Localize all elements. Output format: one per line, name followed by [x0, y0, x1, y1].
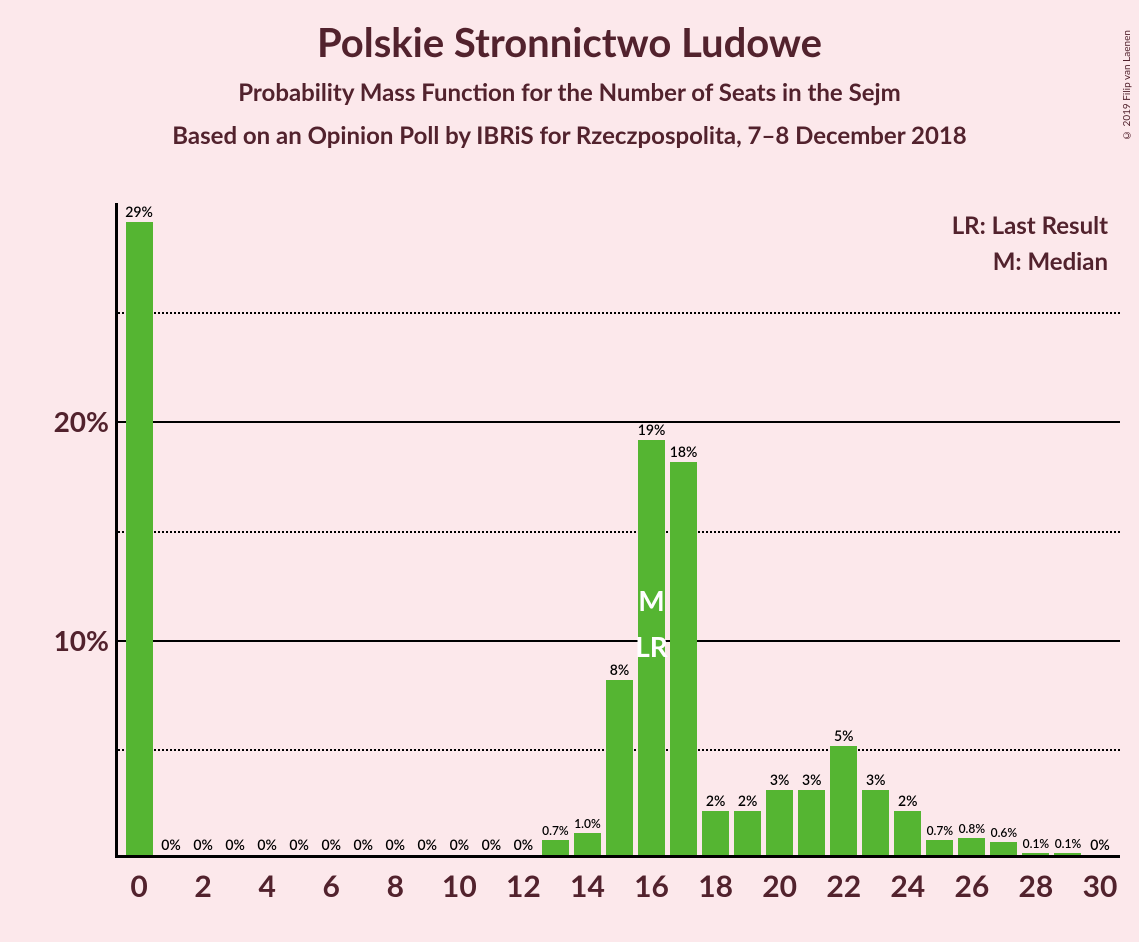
- bar-value-label: 2%: [706, 792, 725, 809]
- bar-value-label: 0%: [482, 836, 501, 853]
- bar: [670, 462, 697, 855]
- bar-value-label: 0.8%: [959, 821, 986, 836]
- bar-value-label: 3%: [866, 771, 885, 788]
- bar-value-label: 0.7%: [927, 823, 954, 838]
- bar: [958, 838, 985, 855]
- chart-subtitle-2: Based on an Opinion Poll by IBRiS for Rz…: [0, 121, 1139, 150]
- bar: [542, 840, 569, 855]
- bar-value-label: 2%: [898, 792, 917, 809]
- chart-title: Polskie Stronnictwo Ludowe: [0, 18, 1139, 66]
- x-tick-label: 14: [570, 868, 605, 904]
- x-tick-label: 0: [130, 868, 147, 904]
- bar-value-label: 0%: [321, 836, 340, 853]
- bar-value-label: 2%: [738, 792, 757, 809]
- bar-value-label: 0.1%: [1023, 836, 1050, 851]
- bar-value-label: 0.6%: [991, 825, 1018, 840]
- bar: [766, 790, 793, 856]
- bar: [702, 811, 729, 855]
- x-tick-label: 28: [1019, 868, 1054, 904]
- bar-value-label: 5%: [834, 727, 853, 744]
- bar: [862, 790, 889, 856]
- y-tick-label: 10%: [54, 623, 109, 657]
- x-tick-label: 2: [194, 868, 211, 904]
- bar-value-label: 0.1%: [1055, 836, 1082, 851]
- bar-value-label: 0%: [353, 836, 372, 853]
- bar-value-label: 0%: [193, 836, 212, 853]
- bar-value-label: 18%: [670, 443, 698, 460]
- bar: [606, 680, 633, 855]
- x-tick-label: 24: [890, 868, 925, 904]
- x-tick-label: 6: [323, 868, 340, 904]
- bar-value-label: 0%: [450, 836, 469, 853]
- bar-value-label: 0%: [289, 836, 308, 853]
- bar: [1054, 853, 1081, 855]
- x-tick-label: 22: [826, 868, 861, 904]
- x-axis: [115, 855, 1120, 858]
- x-tick-label: 12: [506, 868, 541, 904]
- bar-value-label: 8%: [610, 661, 629, 678]
- bar: [926, 840, 953, 855]
- bar-value-label: 3%: [770, 771, 789, 788]
- x-tick-label: 4: [258, 868, 275, 904]
- bar-value-label: 0%: [161, 836, 180, 853]
- gridline-major: [118, 640, 1120, 642]
- gridline-major: [118, 421, 1120, 423]
- bar-value-label: 29%: [125, 203, 153, 220]
- bar-value-label: 0%: [418, 836, 437, 853]
- x-tick-label: 30: [1083, 868, 1118, 904]
- x-tick-label: 16: [634, 868, 669, 904]
- bar-value-label: 0%: [386, 836, 405, 853]
- bar-value-label: 19%: [638, 421, 666, 438]
- bar-value-label: 0.7%: [542, 823, 569, 838]
- x-tick-label: 18: [698, 868, 733, 904]
- bar-value-label: 0%: [514, 836, 533, 853]
- legend-m: M: Median: [993, 247, 1108, 276]
- legend-lr: LR: Last Result: [952, 211, 1108, 240]
- x-tick-label: 8: [387, 868, 404, 904]
- bar: [990, 842, 1017, 855]
- bar-value-label: 1.0%: [574, 816, 601, 831]
- bar: [1022, 853, 1049, 855]
- bar-value-label: 0%: [257, 836, 276, 853]
- bar-marker: M: [638, 583, 664, 617]
- bar: [734, 811, 761, 855]
- x-tick-label: 10: [442, 868, 477, 904]
- bar-value-label: 3%: [802, 771, 821, 788]
- bar: [798, 790, 825, 856]
- gridline-minor: [118, 312, 1120, 314]
- bar: [574, 833, 601, 855]
- x-tick-label: 26: [954, 868, 989, 904]
- copyright-notice: © 2019 Filip van Laenen: [1121, 30, 1133, 141]
- gridline-minor: [118, 531, 1120, 533]
- bar-value-label: 0%: [225, 836, 244, 853]
- y-tick-label: 20%: [54, 404, 109, 438]
- bar-value-label: 0%: [1090, 836, 1109, 853]
- bar: [894, 811, 921, 855]
- bar-marker: LR: [635, 629, 668, 663]
- x-tick-label: 20: [762, 868, 797, 904]
- chart-plot-area: LR: Last Result M: Median 29% 0% 0% 0% 0% 0% 0…: [115, 203, 1120, 858]
- chart-subtitle-1: Probability Mass Function for the Number…: [0, 78, 1139, 107]
- bar: [126, 222, 153, 855]
- bar: [830, 746, 857, 855]
